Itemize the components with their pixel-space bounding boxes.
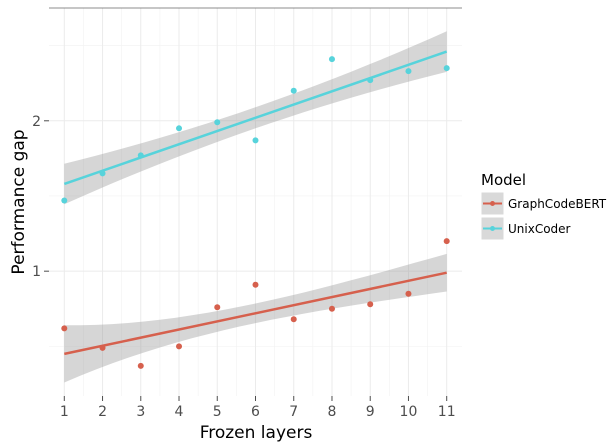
- point-UnixCoder: [367, 77, 374, 84]
- point-GraphCodeBERT: [252, 281, 259, 288]
- x-tick-label: 10: [400, 404, 418, 420]
- point-GraphCodeBERT: [367, 301, 374, 308]
- point-UnixCoder: [405, 68, 412, 75]
- legend-label-UnixCoder: UnixCoder: [508, 222, 571, 236]
- y-tick-label: 1: [32, 264, 41, 280]
- y-axis-title: Performance gap: [9, 129, 29, 274]
- x-tick-label: 1: [60, 404, 69, 420]
- point-GraphCodeBERT: [290, 316, 297, 323]
- point-UnixCoder: [176, 125, 183, 132]
- legend: Model GraphCodeBERT UnixCoder: [480, 171, 607, 241]
- x-tick-label: 4: [175, 404, 184, 420]
- point-UnixCoder: [290, 87, 297, 94]
- legend-title: Model: [481, 171, 526, 189]
- legend-label-GraphCodeBERT: GraphCodeBERT: [508, 197, 607, 211]
- point-UnixCoder: [328, 56, 335, 63]
- fit-line-GraphCodeBERT: [64, 271, 447, 356]
- point-GraphCodeBERT: [405, 290, 412, 297]
- point-GraphCodeBERT: [328, 305, 335, 312]
- x-tick-label: 2: [98, 404, 107, 420]
- point-UnixCoder: [214, 119, 221, 126]
- legend-key-point-UnixCoder: [490, 226, 495, 231]
- x-tick-label: 6: [251, 404, 260, 420]
- fit-lines: [63, 50, 448, 356]
- legend-key-point-GraphCodeBERT: [490, 201, 495, 206]
- x-tick-label: 9: [366, 404, 375, 420]
- point-UnixCoder: [137, 152, 144, 159]
- x-tick-label: 11: [438, 404, 456, 420]
- x-axis-title: Frozen layers: [200, 423, 313, 442]
- data-points: [61, 56, 450, 369]
- x-tick-label: 7: [289, 404, 298, 420]
- point-UnixCoder: [99, 170, 106, 177]
- point-GraphCodeBERT: [176, 343, 183, 350]
- x-tick-label: 8: [328, 404, 337, 420]
- point-GraphCodeBERT: [214, 304, 221, 311]
- point-UnixCoder: [61, 197, 68, 204]
- ribbon-GraphCodeBERT: [64, 253, 447, 383]
- point-GraphCodeBERT: [137, 362, 144, 369]
- x-axis: 1 2 3 4 5 6 7 8 9 10 11: [60, 396, 456, 420]
- point-UnixCoder: [252, 137, 259, 144]
- x-tick-label: 5: [213, 404, 222, 420]
- y-tick-label: 2: [32, 114, 41, 130]
- point-UnixCoder: [443, 65, 450, 72]
- point-GraphCodeBERT: [61, 325, 68, 332]
- point-GraphCodeBERT: [99, 344, 106, 351]
- point-GraphCodeBERT: [443, 238, 450, 245]
- fit-line-UnixCoder: [63, 50, 448, 186]
- x-tick-label: 3: [136, 404, 145, 420]
- y-axis: 12: [32, 114, 49, 280]
